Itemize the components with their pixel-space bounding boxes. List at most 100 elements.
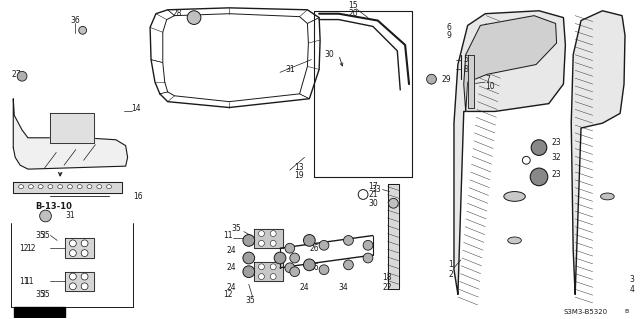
Text: 27: 27: [12, 70, 21, 79]
Circle shape: [81, 283, 88, 290]
Circle shape: [81, 250, 88, 256]
Polygon shape: [464, 16, 557, 111]
Ellipse shape: [87, 185, 92, 189]
Text: 12: 12: [26, 244, 35, 253]
Circle shape: [522, 156, 530, 164]
Text: 24: 24: [227, 283, 236, 292]
Text: 6: 6: [446, 23, 451, 32]
Text: 3: 3: [630, 275, 635, 284]
Text: 26: 26: [309, 244, 319, 253]
Circle shape: [70, 240, 76, 247]
Text: 31: 31: [285, 65, 294, 74]
Circle shape: [285, 263, 294, 273]
Text: 8: 8: [464, 65, 468, 74]
Circle shape: [319, 265, 329, 275]
Circle shape: [243, 266, 255, 278]
Circle shape: [290, 267, 300, 277]
Text: 15: 15: [349, 1, 358, 11]
Text: 35: 35: [36, 231, 45, 240]
Text: 11: 11: [19, 277, 29, 286]
Text: FR.: FR.: [33, 307, 47, 316]
Circle shape: [270, 274, 276, 279]
Circle shape: [259, 241, 264, 246]
Circle shape: [358, 189, 368, 199]
Polygon shape: [14, 307, 65, 317]
Ellipse shape: [38, 185, 43, 189]
Polygon shape: [65, 239, 94, 258]
Text: 23: 23: [552, 170, 561, 180]
Text: 30: 30: [324, 50, 334, 59]
Text: 32: 32: [552, 153, 561, 162]
Ellipse shape: [600, 193, 614, 200]
Polygon shape: [13, 182, 122, 193]
Circle shape: [70, 273, 76, 280]
Circle shape: [81, 273, 88, 280]
Circle shape: [303, 259, 316, 271]
Circle shape: [243, 234, 255, 246]
Text: 36: 36: [70, 16, 80, 25]
Circle shape: [427, 74, 436, 84]
Ellipse shape: [48, 185, 53, 189]
Polygon shape: [388, 184, 399, 289]
Text: 11: 11: [223, 231, 233, 240]
Polygon shape: [572, 11, 625, 294]
Polygon shape: [468, 55, 474, 108]
Text: 35: 35: [246, 296, 255, 306]
Circle shape: [270, 264, 276, 270]
Text: 2: 2: [448, 270, 453, 279]
Circle shape: [243, 252, 255, 264]
Text: 35: 35: [231, 224, 241, 233]
Circle shape: [363, 253, 373, 263]
Polygon shape: [454, 11, 565, 294]
Circle shape: [70, 250, 76, 256]
Text: 10: 10: [485, 83, 495, 92]
Circle shape: [40, 210, 51, 222]
Text: 12: 12: [223, 290, 233, 299]
Text: 23: 23: [552, 138, 561, 147]
Text: B-13-10: B-13-10: [36, 202, 72, 211]
Text: 18: 18: [383, 273, 392, 282]
Circle shape: [17, 71, 27, 81]
Text: 22: 22: [383, 283, 392, 292]
Circle shape: [259, 231, 264, 236]
Ellipse shape: [19, 185, 24, 189]
Circle shape: [285, 243, 294, 253]
Ellipse shape: [77, 185, 82, 189]
Circle shape: [344, 235, 353, 245]
Ellipse shape: [58, 185, 63, 189]
Text: 31: 31: [65, 211, 75, 220]
Text: 19: 19: [294, 171, 305, 181]
Polygon shape: [253, 262, 283, 281]
Circle shape: [188, 11, 201, 25]
Circle shape: [70, 283, 76, 290]
Ellipse shape: [28, 185, 33, 189]
Circle shape: [319, 241, 329, 250]
Text: 28: 28: [173, 9, 182, 18]
Ellipse shape: [508, 237, 522, 244]
Circle shape: [259, 264, 264, 270]
Text: 17: 17: [368, 182, 378, 191]
Text: S3M3-B5320: S3M3-B5320: [563, 309, 607, 315]
Circle shape: [303, 234, 316, 246]
Text: 35: 35: [40, 290, 51, 299]
Text: 24: 24: [300, 283, 309, 292]
Text: 34: 34: [339, 283, 348, 292]
Text: 7: 7: [485, 75, 490, 84]
Circle shape: [270, 231, 276, 236]
Circle shape: [290, 253, 300, 263]
Circle shape: [344, 260, 353, 270]
Text: 13: 13: [294, 163, 305, 172]
Polygon shape: [253, 229, 283, 248]
Circle shape: [270, 241, 276, 246]
Circle shape: [259, 274, 264, 279]
Circle shape: [79, 26, 86, 34]
Text: 11: 11: [24, 277, 33, 286]
Circle shape: [388, 198, 398, 208]
Text: B: B: [624, 309, 628, 314]
Ellipse shape: [97, 185, 102, 189]
Text: 14: 14: [131, 104, 141, 113]
Circle shape: [81, 240, 88, 247]
Circle shape: [274, 252, 286, 264]
Text: 35: 35: [40, 231, 51, 240]
Ellipse shape: [67, 185, 72, 189]
